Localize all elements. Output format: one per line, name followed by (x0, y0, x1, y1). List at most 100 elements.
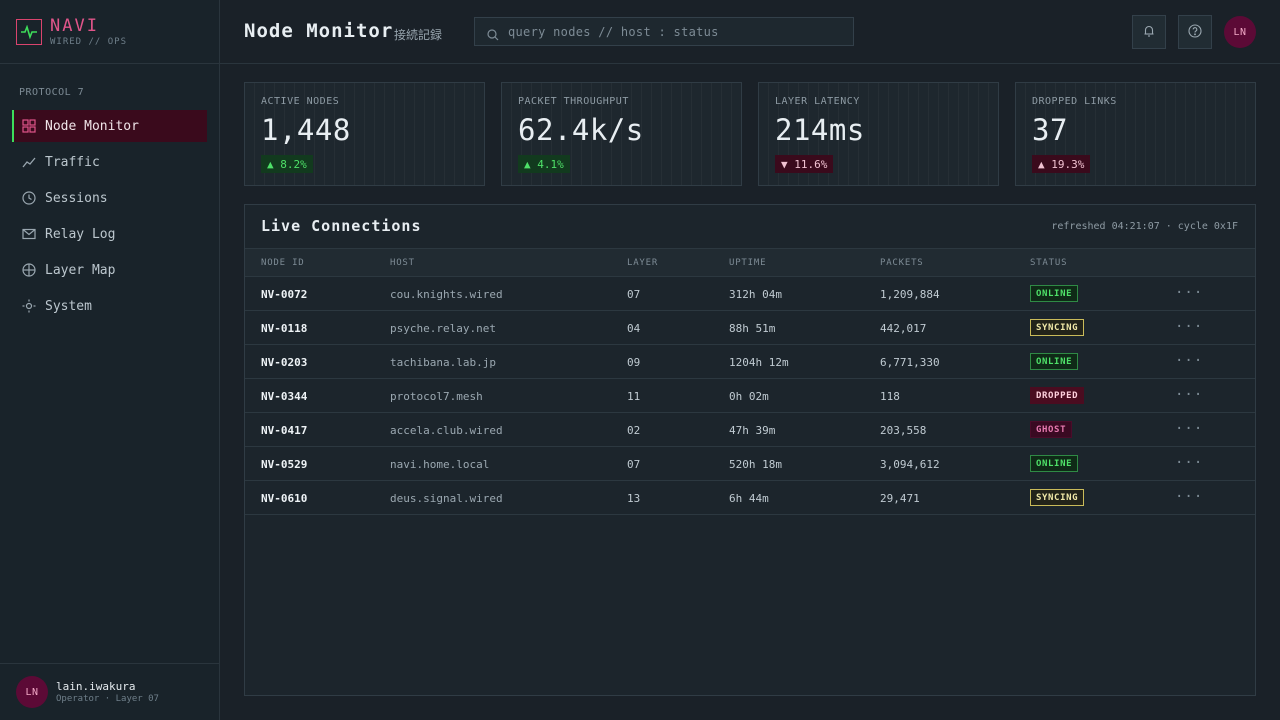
node-id: NV-0203 (261, 356, 308, 369)
node-packets: 6,771,330 (880, 356, 940, 369)
stat-delta: ▲ 4.1% (518, 155, 570, 173)
node-layer: 02 (627, 424, 641, 437)
user-name: lain.iwakura (56, 680, 136, 693)
row-menu-button[interactable]: ··· (1175, 489, 1204, 505)
node-layer: 13 (627, 492, 641, 505)
stat-value: 1,448 (261, 113, 351, 147)
node-host: protocol7.mesh (390, 390, 483, 403)
sidebar-item-layer-map[interactable]: Layer Map (12, 254, 207, 286)
sidebar-item-label: Node Monitor (45, 118, 139, 134)
table-row[interactable]: NV-0344 protocol7.mesh 11 0h 02m 118 DROPPED ·… (245, 379, 1255, 413)
node-layer: 04 (627, 322, 641, 335)
node-host: deus.signal.wired (390, 492, 503, 505)
column-header-host[interactable]: HOST (390, 258, 415, 268)
grid-icon (22, 119, 36, 133)
stat-card-packet-throughput: PACKET THROUGHPUT 62.4k/s ▲ 4.1% (501, 82, 742, 186)
sidebar-item-traffic[interactable]: Traffic (12, 146, 207, 178)
node-uptime: 47h 39m (729, 424, 776, 437)
stat-value: 62.4k/s (518, 113, 644, 147)
sidebar-item-relay-log[interactable]: Relay Log (12, 218, 207, 250)
row-menu-button[interactable]: ··· (1175, 455, 1204, 471)
stat-delta: ▲ 8.2% (261, 155, 313, 173)
column-header-packets[interactable]: PACKETS (880, 258, 924, 268)
table-row[interactable]: NV-0072 cou.knights.wired 07 312h 04m 1,209,… (245, 277, 1255, 311)
sidebar-item-label: Relay Log (45, 226, 116, 242)
node-uptime: 312h 04m (729, 288, 782, 301)
help-icon (1188, 23, 1202, 42)
node-layer: 09 (627, 356, 641, 369)
node-packets: 442,017 (880, 322, 927, 335)
sidebar-item-system[interactable]: System (12, 290, 207, 322)
user-avatar-button[interactable]: LN (1224, 16, 1256, 48)
brand-subtitle: WIRED // OPS (50, 36, 128, 47)
sidebar-nav: Node Monitor Traffic Sessions Relay Log … (12, 110, 207, 326)
panel-title: Live Connections (261, 217, 422, 235)
search-input[interactable] (508, 18, 848, 45)
row-menu-button[interactable]: ··· (1175, 353, 1204, 369)
status-badge: ONLINE (1030, 455, 1079, 472)
page-subtitle: 接続記録 (394, 28, 443, 42)
header: Node Monitor 接続記録 LN (220, 0, 1280, 64)
stat-value: 214ms (775, 113, 865, 147)
node-host: cou.knights.wired (390, 288, 503, 301)
node-packets: 118 (880, 390, 900, 403)
row-menu-button[interactable]: ··· (1175, 285, 1204, 301)
clock-icon (22, 191, 36, 205)
row-menu-button[interactable]: ··· (1175, 421, 1204, 437)
sidebar-item-label: Sessions (45, 190, 108, 206)
column-header-node-id[interactable]: NODE ID (261, 258, 305, 268)
notifications-button[interactable] (1132, 15, 1166, 49)
table-row[interactable]: NV-0118 psyche.relay.net 04 88h 51m 442,017 S… (245, 311, 1255, 345)
node-packets: 1,209,884 (880, 288, 940, 301)
node-host: accela.club.wired (390, 424, 503, 437)
stat-delta: ▼ 11.6% (775, 155, 834, 173)
table-row[interactable]: NV-0203 tachibana.lab.jp 09 1204h 12m 6,771,… (245, 345, 1255, 379)
help-button[interactable] (1178, 15, 1212, 49)
row-menu-button[interactable]: ··· (1175, 387, 1204, 403)
node-packets: 29,471 (880, 492, 920, 505)
column-header-status[interactable]: STATUS (1030, 258, 1068, 268)
gear-icon (22, 299, 36, 313)
user-role: Operator · Layer 07 (56, 694, 159, 704)
stat-label: DROPPED LINKS (1032, 96, 1117, 107)
stat-value: 37 (1032, 113, 1068, 147)
node-host: navi.home.local (390, 458, 490, 471)
user-profile[interactable]: LN lain.iwakura Operator · Layer 07 (0, 663, 219, 720)
brand: NAVI WIRED // OPS (0, 0, 219, 64)
row-menu-button[interactable]: ··· (1175, 319, 1204, 335)
column-header-layer[interactable]: LAYER (627, 258, 659, 268)
avatar: LN (16, 676, 48, 708)
node-uptime: 1204h 12m (729, 356, 789, 369)
brand-name: NAVI (50, 15, 99, 36)
stat-label: LAYER LATENCY (775, 96, 860, 107)
sidebar-item-label: System (45, 298, 92, 314)
search-icon (487, 26, 499, 45)
node-host: tachibana.lab.jp (390, 356, 496, 369)
table-row[interactable]: NV-0610 deus.signal.wired 13 6h 44m 29,471 SY… (245, 481, 1255, 515)
stat-card-active-nodes: ACTIVE NODES 1,448 ▲ 8.2% (244, 82, 485, 186)
sidebar-item-label: Layer Map (45, 262, 116, 278)
nav-section-label: PROTOCOL 7 (19, 87, 85, 98)
trend-icon (22, 155, 36, 169)
node-host: psyche.relay.net (390, 322, 496, 335)
status-badge: SYNCING (1030, 319, 1085, 336)
node-layer: 07 (627, 458, 641, 471)
live-connections-panel: Live Connections refreshed 04:21:07 · cy… (244, 204, 1256, 696)
sidebar: NAVI WIRED // OPS PROTOCOL 7 Node Monito… (0, 0, 220, 720)
sidebar-item-node-monitor[interactable]: Node Monitor (12, 110, 207, 142)
status-badge: ONLINE (1030, 285, 1079, 302)
pulse-icon (16, 18, 42, 45)
node-id: NV-0417 (261, 424, 308, 437)
sidebar-item-sessions[interactable]: Sessions (12, 182, 207, 214)
node-layer: 11 (627, 390, 641, 403)
connections-table-body: NV-0072 cou.knights.wired 07 312h 04m 1,209,… (245, 277, 1255, 515)
stat-delta: ▲ 19.3% (1032, 155, 1091, 173)
column-header-uptime[interactable]: UPTIME (729, 258, 767, 268)
stat-card-dropped-links: DROPPED LINKS 37 ▲ 19.3% (1015, 82, 1256, 186)
node-uptime: 0h 02m (729, 390, 769, 403)
table-row[interactable]: NV-0417 accela.club.wired 02 47h 39m 203,558… (245, 413, 1255, 447)
bell-icon (1142, 23, 1156, 42)
status-badge: GHOST (1030, 421, 1073, 438)
table-row[interactable]: NV-0529 navi.home.local 07 520h 18m 3,094,61… (245, 447, 1255, 481)
sidebar-item-label: Traffic (45, 154, 100, 170)
